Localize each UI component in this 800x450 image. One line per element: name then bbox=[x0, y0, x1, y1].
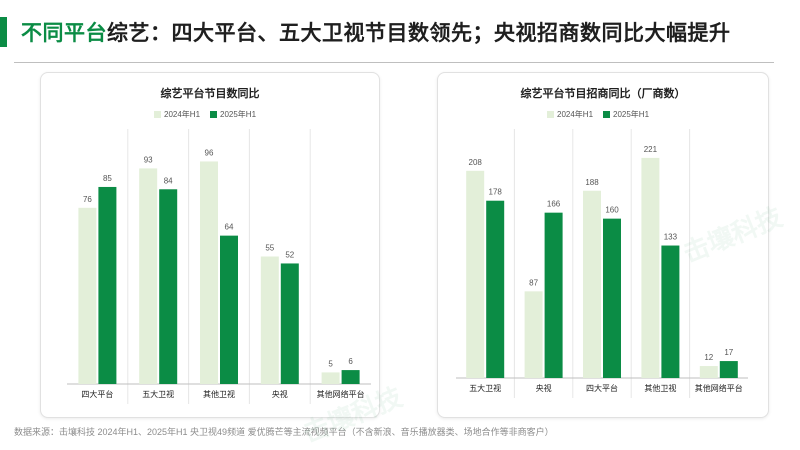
data-label: 133 bbox=[664, 233, 678, 242]
chart-title: 综艺平台节目数同比 bbox=[161, 86, 260, 100]
bar-央视-2024年H1 bbox=[260, 256, 279, 384]
chart-sponsor-count: 综艺平台节目招商同比（厂商数） 2024年H1 2025年H1 208 178 五大卫视 8… bbox=[456, 86, 748, 398]
data-label: 178 bbox=[489, 188, 503, 197]
title-highlight: 不同平台 bbox=[21, 22, 107, 45]
x-tick-label: 其他网络平台 bbox=[317, 389, 365, 399]
title-rest: 综艺：四大平台、五大卫视节目数领先；央视招商数同比大幅提升 bbox=[107, 22, 731, 45]
legend-swatch-0 bbox=[154, 111, 161, 118]
bar-四大平台-2025年H1 bbox=[98, 186, 117, 384]
bar-其他卫视-2025年H1 bbox=[661, 245, 680, 378]
bar-五大卫视-2024年H1 bbox=[139, 168, 158, 384]
bar-五大卫视-2025年H1 bbox=[486, 200, 505, 378]
data-label: 17 bbox=[724, 348, 733, 357]
data-label: 221 bbox=[644, 145, 658, 154]
data-label: 76 bbox=[83, 195, 92, 204]
legend-swatch-0 bbox=[547, 111, 554, 118]
title-accent-bar bbox=[0, 17, 7, 47]
data-label: 208 bbox=[469, 158, 483, 167]
legend-label-1: 2025年H1 bbox=[220, 109, 257, 119]
bar-其他卫视-2025年H1 bbox=[220, 235, 238, 384]
data-label: 160 bbox=[605, 206, 619, 215]
data-label: 87 bbox=[529, 278, 538, 287]
data-label: 188 bbox=[585, 178, 599, 187]
title-text: 不同平台综艺：四大平台、五大卫视节目数领先；央视招商数同比大幅提升 bbox=[21, 17, 731, 47]
chart-panel-sponsor-count: 综艺平台节目招商同比（厂商数） 2024年H1 2025年H1 208 178 五大卫视 8… bbox=[437, 72, 769, 418]
data-label: 12 bbox=[704, 353, 713, 362]
data-label: 93 bbox=[144, 155, 153, 164]
source-footnote: 数据来源：击壤科技 2024年H1、2025年H1 央卫视49频道 爱优腾芒等主… bbox=[14, 427, 554, 437]
bar-央视-2025年H1 bbox=[280, 263, 299, 384]
bar-四大平台-2025年H1 bbox=[603, 218, 621, 378]
chart-title: 综艺平台节目招商同比（厂商数） bbox=[521, 86, 686, 100]
chart-program-count: 综艺平台节目数同比 2024年H1 2025年H1 76 85 四大平台 93 84 五大卫视 9… bbox=[67, 86, 371, 404]
legend-label-1: 2025年H1 bbox=[613, 109, 650, 119]
data-label: 96 bbox=[205, 148, 214, 157]
legend-label-0: 2024年H1 bbox=[164, 109, 201, 119]
x-tick-label: 其他网络平台 bbox=[695, 383, 743, 393]
data-label: 55 bbox=[265, 244, 274, 253]
bar-其他卫视-2024年H1 bbox=[200, 161, 218, 384]
bar-其他网络平台-2025年H1 bbox=[341, 370, 360, 384]
bar-其他网络平台-2024年H1 bbox=[699, 366, 718, 378]
bar-五大卫视-2025年H1 bbox=[159, 189, 178, 384]
bar-其他网络平台-2025年H1 bbox=[719, 361, 738, 378]
title-divider bbox=[14, 62, 774, 63]
x-tick-label: 其他卫视 bbox=[203, 389, 235, 399]
data-label: 52 bbox=[285, 250, 294, 259]
legend-swatch-1 bbox=[210, 111, 217, 118]
data-label: 64 bbox=[225, 223, 234, 232]
bar-五大卫视-2024年H1 bbox=[466, 170, 485, 378]
x-tick-label: 央视 bbox=[536, 383, 552, 393]
data-label: 166 bbox=[547, 200, 561, 209]
x-tick-label: 央视 bbox=[272, 389, 288, 399]
legend-label-0: 2024年H1 bbox=[557, 109, 594, 119]
x-tick-label: 四大平台 bbox=[586, 383, 618, 393]
x-tick-label: 五大卫视 bbox=[469, 383, 501, 393]
x-tick-label: 五大卫视 bbox=[142, 389, 174, 399]
bar-四大平台-2024年H1 bbox=[78, 207, 97, 384]
x-tick-label: 其他卫视 bbox=[644, 383, 676, 393]
data-label: 85 bbox=[103, 174, 112, 183]
data-label: 5 bbox=[328, 359, 333, 368]
legend-swatch-1 bbox=[603, 111, 610, 118]
bar-其他卫视-2024年H1 bbox=[641, 157, 660, 378]
data-label: 84 bbox=[164, 176, 173, 185]
data-label: 6 bbox=[348, 357, 353, 366]
bar-其他网络平台-2024年H1 bbox=[321, 372, 340, 384]
chart-panel-program-count: 综艺平台节目数同比 2024年H1 2025年H1 76 85 四大平台 93 84 五大卫视 9… bbox=[40, 72, 380, 418]
page-title: 不同平台综艺：四大平台、五大卫视节目数领先；央视招商数同比大幅提升 bbox=[0, 14, 731, 50]
bar-央视-2024年H1 bbox=[524, 291, 543, 378]
x-tick-label: 四大平台 bbox=[81, 389, 113, 399]
bar-四大平台-2024年H1 bbox=[583, 190, 601, 378]
bar-央视-2025年H1 bbox=[544, 212, 563, 378]
